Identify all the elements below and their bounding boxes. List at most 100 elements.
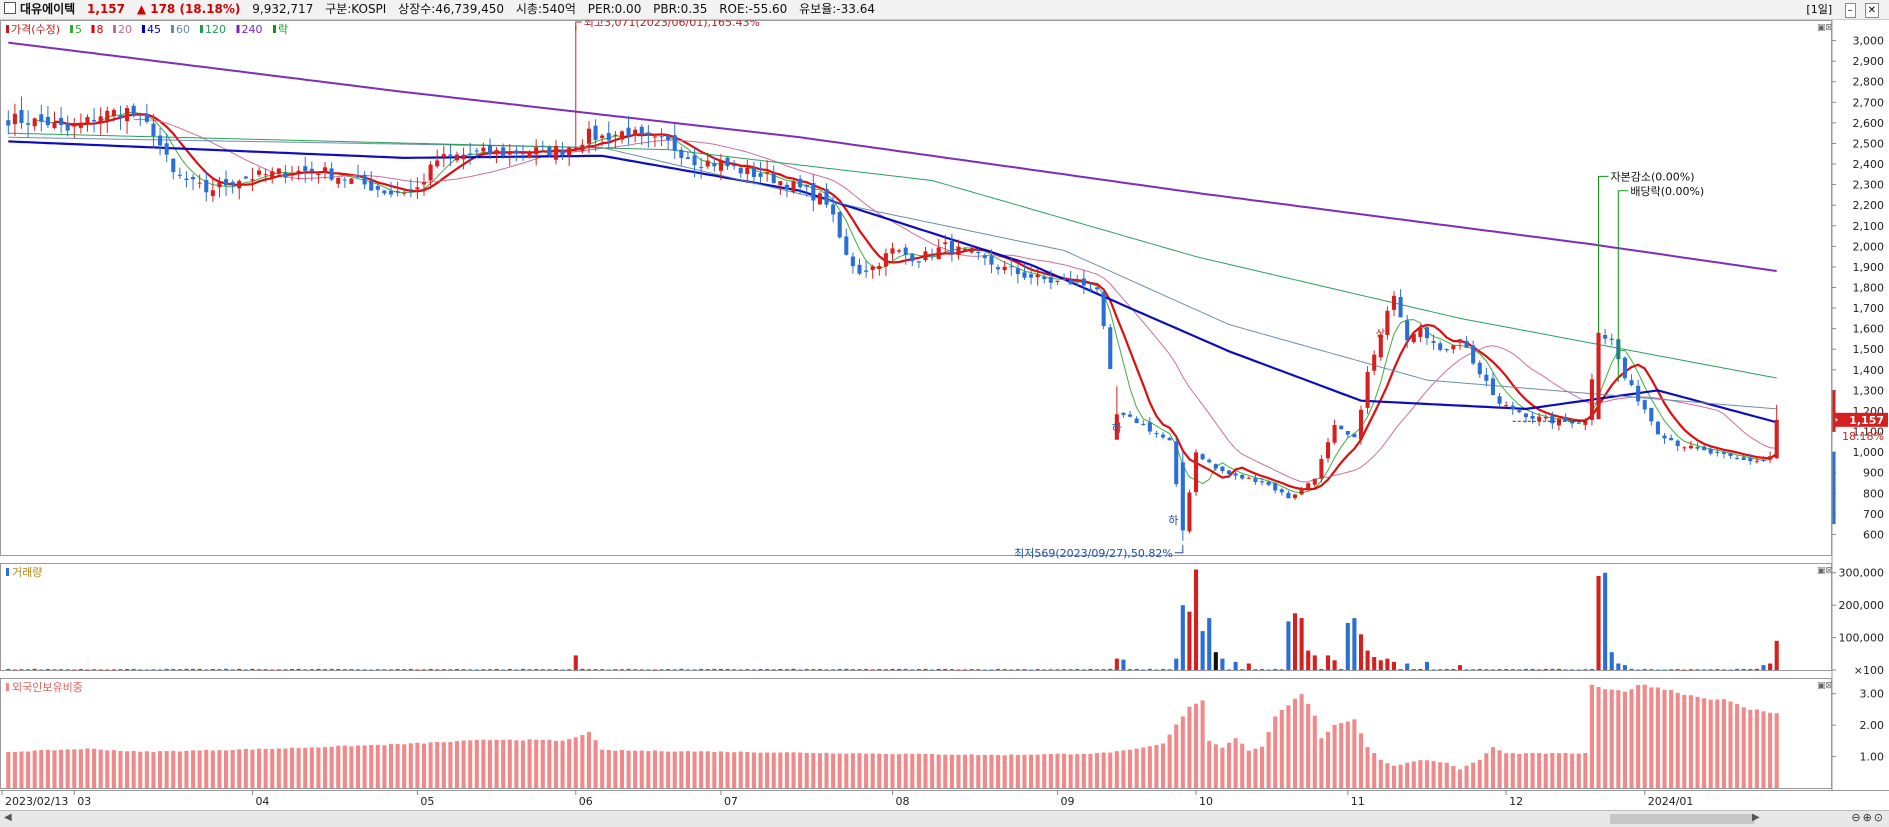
price-candle (1273, 480, 1278, 494)
volume-bar (1101, 669, 1106, 670)
foreign-bar (969, 754, 974, 788)
volume-bar (1292, 613, 1298, 670)
price-candle (1009, 257, 1014, 276)
candle-body (1372, 354, 1377, 371)
foreign-bar (1009, 754, 1014, 788)
candle-body (1240, 474, 1245, 479)
volume-bar (1081, 669, 1086, 671)
zoom-in-icon[interactable]: ⊕ (1862, 811, 1874, 824)
price-candle (633, 126, 638, 143)
price-candle (679, 146, 684, 166)
price-candle (982, 252, 987, 266)
price-candle (395, 181, 400, 197)
price-candle (1715, 448, 1720, 457)
candle-body (1662, 435, 1667, 439)
price-candle (1253, 474, 1258, 485)
candle-body (1081, 278, 1086, 286)
scroll-thumb[interactable] (1610, 814, 1755, 824)
price-candle (1543, 414, 1548, 421)
candle-body (276, 168, 281, 174)
foreign-bar (553, 740, 559, 788)
candle-body (164, 143, 169, 155)
candle-body (725, 157, 730, 167)
foreign-bar (857, 753, 862, 788)
foreign-bar (626, 750, 631, 788)
legend-ma-swatch (113, 25, 116, 33)
scroll-bar[interactable]: ◀ ▶ ⊖⊕⊙ (0, 810, 1889, 827)
candle-body (1550, 415, 1555, 424)
price-tick-label: 1,100 (1853, 426, 1885, 439)
foreign-bar (342, 745, 347, 788)
scroll-right-icon[interactable]: ▶ (1752, 812, 1760, 823)
current-price-badge-label: 1,157 (1849, 414, 1884, 427)
candle-body (1675, 440, 1680, 447)
period-selector[interactable]: [1일] (1806, 3, 1833, 16)
foreign-bar (1702, 698, 1707, 788)
candle-body (1095, 287, 1100, 290)
foreign-bar (1411, 761, 1416, 788)
close-icon[interactable]: ✕ (1864, 3, 1879, 18)
candle-body (1418, 327, 1423, 337)
candle-body (441, 154, 446, 158)
candle-body (652, 136, 657, 138)
volume-bar (177, 669, 182, 670)
candle-body (1365, 372, 1370, 408)
volume-bar (1411, 669, 1416, 670)
volume-bar (883, 669, 888, 671)
volume-bar (1517, 669, 1522, 671)
candle-body (613, 134, 618, 136)
volume-bar (415, 669, 420, 671)
zoom-out-icon[interactable]: ⊖ (1851, 811, 1863, 824)
limit-up-mark: 상 (1376, 328, 1385, 340)
candle-body (177, 174, 182, 176)
stock-chart[interactable]: ▣⊠▣⊠▣⊠6007008009001,0001,1001,2001,3001,… (0, 20, 1889, 810)
volume-bar (811, 669, 816, 670)
volume-bar (771, 669, 776, 671)
foreign-bar (1537, 753, 1542, 788)
candle-body (487, 145, 493, 155)
foreign-bar (877, 753, 882, 788)
stock-name: 대유에이텍 (20, 2, 76, 16)
volume-bar (1675, 669, 1680, 670)
price-candle (923, 246, 928, 263)
price-candle (289, 165, 295, 181)
candle-body (897, 250, 902, 252)
price-candle (428, 161, 433, 189)
foreign-bar (435, 741, 440, 788)
price-candle (1299, 486, 1304, 496)
foreign-bar (362, 745, 367, 788)
zoom-reset-icon[interactable]: ⊙ (1873, 811, 1885, 824)
foreign-bar (1180, 716, 1185, 788)
candle-body (930, 254, 935, 257)
select-checkbox[interactable] (4, 2, 16, 14)
candle-body (210, 190, 215, 196)
foreign-bar (507, 739, 512, 788)
price-tick-label: 2,500 (1853, 137, 1885, 150)
minimize-icon[interactable]: – (1844, 3, 1856, 18)
volume-bar (1048, 669, 1053, 671)
foreign-bar (224, 750, 229, 788)
price-candle (1431, 334, 1436, 350)
candle-body (1583, 420, 1588, 425)
price-candle (336, 177, 341, 189)
volume-bar (1141, 669, 1146, 671)
price-candle (204, 172, 209, 202)
volume-bar (1530, 668, 1535, 670)
x-tick-label: 2023/02/13 (5, 795, 68, 808)
candle-body (1075, 281, 1080, 283)
price-candle (184, 171, 189, 188)
candle-body (1246, 477, 1251, 479)
foreign-bar (910, 753, 915, 788)
volume-bar (65, 669, 70, 671)
scroll-left-icon[interactable]: ◀ (4, 812, 12, 823)
price-candle (850, 252, 855, 274)
volume-bar (441, 669, 446, 670)
price-candle (1523, 413, 1529, 423)
legend-ma-swatch (236, 25, 240, 33)
volume-bar (1735, 668, 1740, 670)
zoom-controls[interactable]: ⊖⊕⊙ (1851, 811, 1885, 824)
foreign-bar (659, 751, 664, 788)
candle-body (943, 242, 948, 245)
candle-body (329, 168, 334, 180)
price-candle (798, 175, 803, 195)
